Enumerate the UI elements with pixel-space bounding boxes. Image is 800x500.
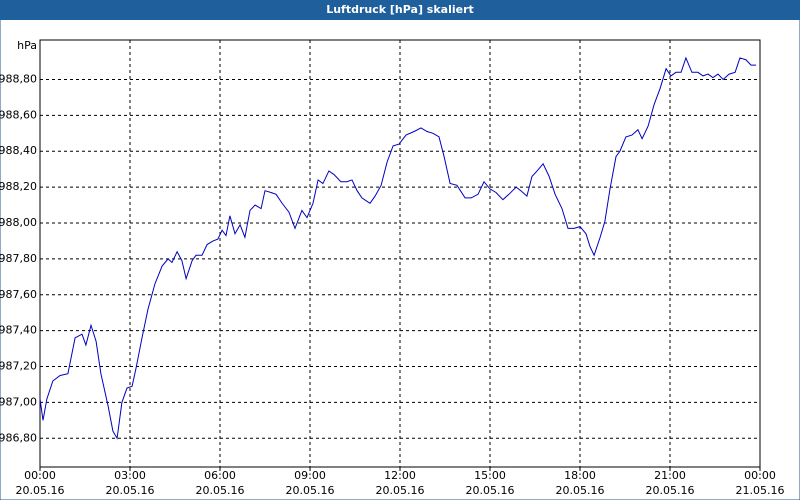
- x-tick-label: 21:00: [654, 469, 686, 482]
- x-tick-date: 20.05.16: [376, 484, 425, 497]
- x-tick-date: 20.05.16: [196, 484, 245, 497]
- x-tick-date: 20.05.16: [106, 484, 155, 497]
- y-tick-label: 988,20: [0, 180, 37, 193]
- y-tick-label: 988,00: [0, 216, 37, 229]
- x-tick-label: 09:00: [294, 469, 326, 482]
- x-tick-date: 20.05.16: [556, 484, 605, 497]
- x-tick-label: 18:00: [564, 469, 596, 482]
- x-tick-date: 20.05.16: [646, 484, 695, 497]
- y-axis-unit: hPa: [17, 39, 37, 52]
- data-line: [39, 56, 757, 440]
- y-tick-label: 987,00: [0, 395, 37, 408]
- y-tick-label: 987,40: [0, 324, 37, 337]
- x-tick-label: 06:00: [204, 469, 236, 482]
- x-tick-date: 21.05.16: [736, 484, 785, 497]
- x-tick-date: 20.05.16: [286, 484, 335, 497]
- y-tick-label: 988,80: [0, 72, 37, 85]
- y-tick-label: 987,20: [0, 360, 37, 373]
- x-tick-label: 00:00: [744, 469, 776, 482]
- x-tick-label: 12:00: [384, 469, 416, 482]
- title-bar: [0, 0, 800, 20]
- chart-title: Luftdruck [hPa] skaliert: [326, 3, 474, 16]
- x-tick-date: 20.05.16: [16, 484, 65, 497]
- x-tick-label: 00:00: [24, 469, 56, 482]
- y-tick-label: 988,60: [0, 108, 37, 121]
- y-tick-label: 987,80: [0, 252, 37, 265]
- y-tick-label: 988,40: [0, 144, 37, 157]
- x-tick-label: 15:00: [474, 469, 506, 482]
- x-tick-label: 03:00: [114, 469, 146, 482]
- y-tick-label: 987,60: [0, 288, 37, 301]
- y-tick-label: 986,80: [0, 431, 37, 444]
- x-tick-date: 20.05.16: [466, 484, 515, 497]
- plot-border: [39, 39, 761, 468]
